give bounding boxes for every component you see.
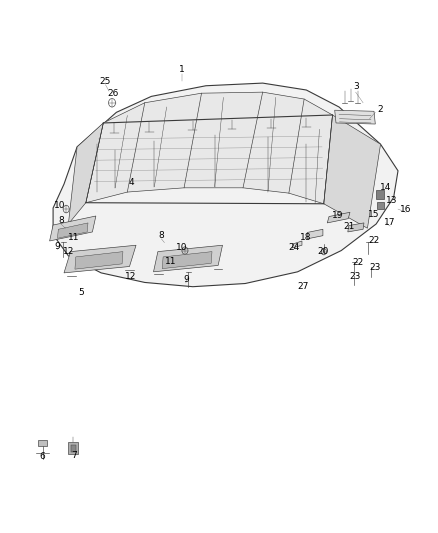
Bar [68,442,78,454]
Text: 8: 8 [159,231,164,240]
Polygon shape [327,212,350,223]
Polygon shape [57,223,88,238]
Text: 8: 8 [58,216,64,225]
Text: 27: 27 [297,282,308,291]
Text: 1: 1 [179,66,185,74]
Bar [71,445,76,451]
Polygon shape [153,245,223,272]
Text: 22: 22 [368,237,380,246]
Polygon shape [348,223,364,232]
Text: 5: 5 [78,287,85,296]
Text: 24: 24 [289,244,300,253]
Text: 26: 26 [108,89,119,98]
Text: 10: 10 [176,244,187,253]
Polygon shape [335,110,375,124]
Bar [377,201,384,209]
Text: 6: 6 [39,453,45,462]
Text: 15: 15 [368,210,380,219]
Text: 12: 12 [63,247,74,256]
Text: 3: 3 [353,82,360,91]
Text: 14: 14 [380,183,392,192]
Polygon shape [49,216,96,241]
Polygon shape [75,252,123,269]
Text: 23: 23 [370,263,381,272]
Polygon shape [64,245,136,273]
Text: 20: 20 [317,247,328,256]
Text: 17: 17 [385,219,396,228]
Text: 10: 10 [54,201,65,210]
Text: 4: 4 [129,178,134,187]
Text: 12: 12 [125,272,137,280]
Text: 19: 19 [332,212,343,221]
Polygon shape [324,115,381,228]
Polygon shape [307,229,323,239]
Polygon shape [86,92,332,204]
Bar [376,190,384,199]
Polygon shape [292,241,302,248]
Text: 18: 18 [300,233,311,242]
Text: 7: 7 [71,451,77,460]
Text: 23: 23 [350,272,361,280]
Text: 16: 16 [400,205,412,214]
Text: 11: 11 [165,257,177,265]
Text: 9: 9 [55,242,60,251]
Text: 2: 2 [378,105,383,114]
Bar [38,440,47,446]
Text: 11: 11 [68,233,80,242]
Polygon shape [68,123,103,224]
Text: 21: 21 [343,222,355,231]
Text: 22: 22 [352,258,364,266]
Polygon shape [162,252,212,269]
Text: 13: 13 [386,196,397,205]
Text: 9: 9 [184,275,189,284]
Polygon shape [53,83,398,287]
Text: 25: 25 [100,77,111,86]
